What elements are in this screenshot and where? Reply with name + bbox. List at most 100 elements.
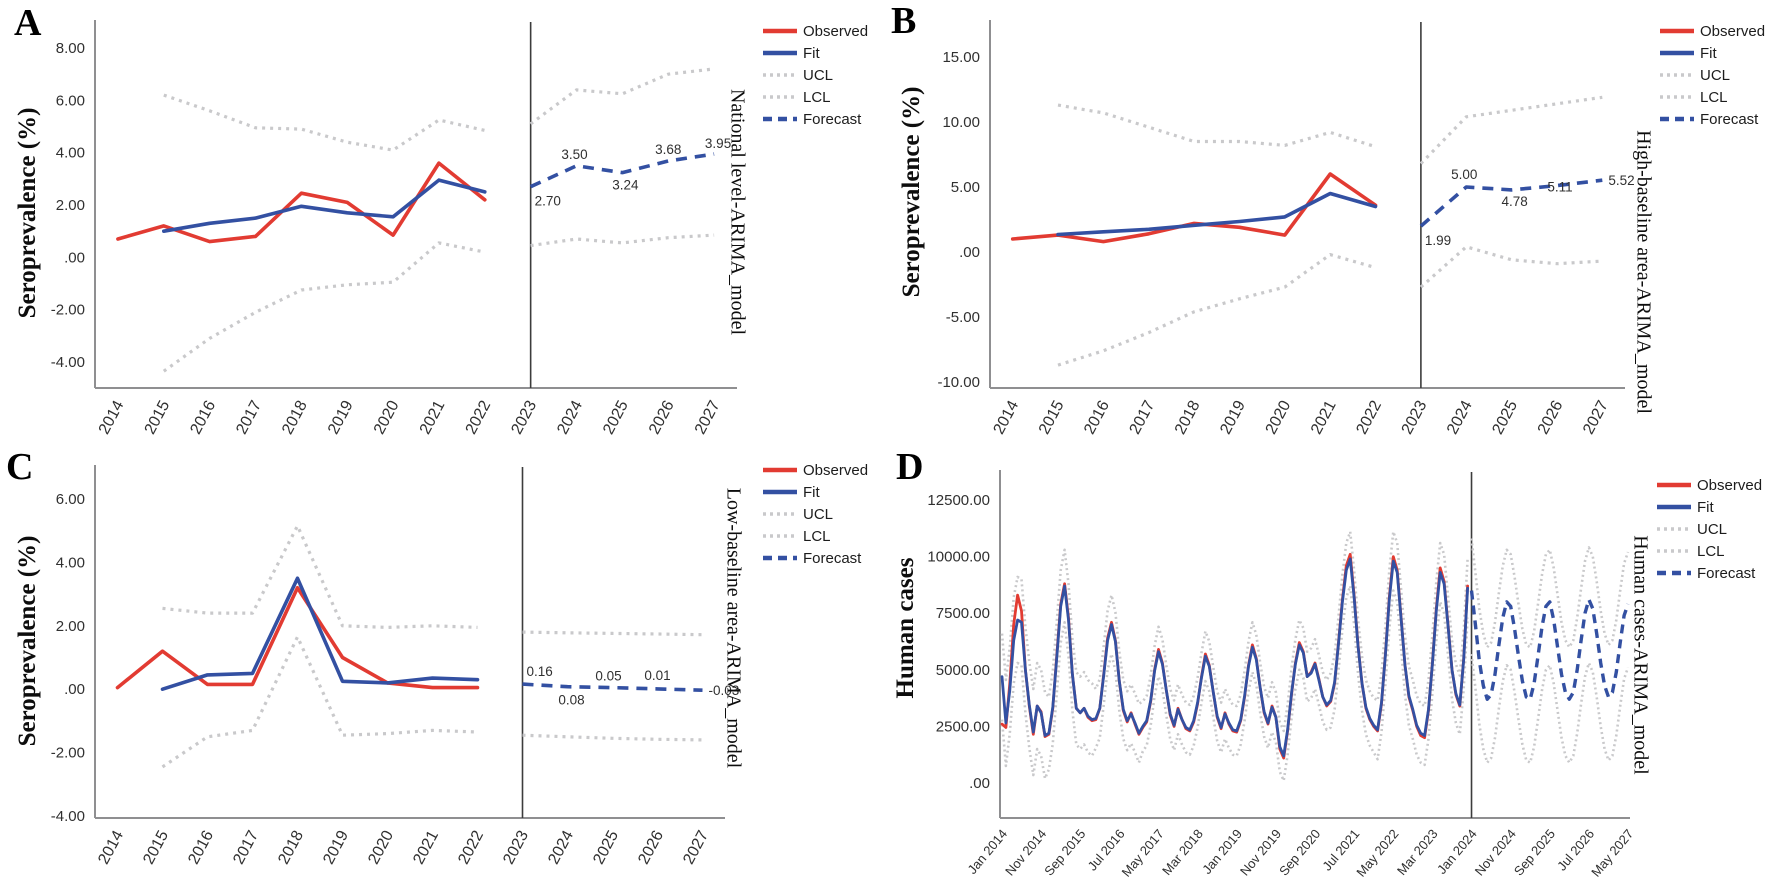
fit-line bbox=[162, 178, 487, 233]
legend-observed-line-swatch bbox=[1657, 482, 1691, 488]
forecast-line bbox=[522, 682, 703, 692]
legend-item-fit: Fit bbox=[762, 42, 868, 64]
lcl-forecast-line bbox=[1470, 653, 1630, 764]
legend-item-fit: Fit bbox=[1656, 496, 1762, 518]
legend-item-forecast: Forecast bbox=[1659, 108, 1765, 130]
x-tick-label: 2022 bbox=[463, 398, 495, 437]
forecast-value-label: 4.78 bbox=[1501, 194, 1527, 209]
forecast-value-label: 2.70 bbox=[535, 194, 561, 209]
y-tick-label: -4.00 bbox=[51, 808, 85, 825]
forecast-line bbox=[529, 152, 715, 189]
legend-lcl-line-swatch bbox=[763, 534, 797, 538]
legend-item-ucl: UCL bbox=[762, 503, 868, 525]
legend-item-ucl: UCL bbox=[1656, 518, 1762, 540]
x-tick-label: 2017 bbox=[1127, 398, 1159, 437]
legend-item-ucl: UCL bbox=[762, 64, 868, 86]
x-tick-label: 2014 bbox=[990, 398, 1022, 437]
x-tick-label: 2025 bbox=[600, 398, 632, 437]
legend-item-fit: Fit bbox=[762, 481, 868, 503]
panel-c-y-axis-title: Seroprevalence (%) bbox=[14, 535, 41, 747]
y-tick-label: .00 bbox=[959, 244, 980, 261]
legend-label: Fit bbox=[803, 44, 820, 62]
x-tick-label: 2015 bbox=[142, 398, 174, 437]
legend-label: UCL bbox=[1697, 520, 1728, 538]
y-tick-label: 10000.00 bbox=[927, 549, 990, 566]
panel-d-letter: D bbox=[896, 446, 924, 488]
x-tick-label: 2014 bbox=[96, 398, 128, 437]
legend-fit-line-swatch bbox=[763, 50, 797, 56]
panel-d-legend: Observed Fit UCL LCL Forecast bbox=[1656, 474, 1762, 584]
legend-label: Fit bbox=[1700, 44, 1717, 62]
y-tick-label: 15.00 bbox=[942, 49, 980, 66]
y-tick-label: -2.00 bbox=[51, 302, 85, 319]
legend-ucl-line-swatch bbox=[763, 73, 797, 77]
x-tick-label: 2014 bbox=[95, 828, 127, 867]
legend-item-lcl: LCL bbox=[1656, 540, 1762, 562]
legend-item-observed: Observed bbox=[762, 20, 868, 42]
y-tick-label: 6.00 bbox=[56, 92, 85, 109]
x-tick-label: 2020 bbox=[365, 828, 397, 867]
y-tick-label: 2.00 bbox=[56, 197, 85, 214]
y-tick-label: .00 bbox=[64, 681, 85, 698]
y-tick-label: -10.00 bbox=[937, 374, 980, 391]
x-tick-label: 2027 bbox=[692, 398, 724, 437]
legend-label: Forecast bbox=[803, 549, 862, 567]
panel-a-plot: 8.00 6.00 4.00 2.00 .00 -2.00 -4.00 2014 2015 201… bbox=[51, 20, 737, 437]
legend-label: Forecast bbox=[1700, 110, 1759, 128]
y-tick-label: -4.00 bbox=[51, 354, 85, 371]
x-tick-label: 2023 bbox=[1399, 398, 1431, 437]
legend-label: LCL bbox=[1697, 542, 1725, 560]
ucl-forecast-line bbox=[529, 67, 715, 126]
panel-a-letter: A bbox=[14, 2, 42, 44]
x-tick-label: 2025 bbox=[1489, 398, 1521, 437]
legend-item-fit: Fit bbox=[1659, 42, 1765, 64]
panel-c-plot: 6.00 4.00 2.00 .00 -2.00 -4.00 2014 2015 2016 201… bbox=[51, 465, 739, 867]
fit-line bbox=[1000, 557, 1469, 758]
legend-ucl-line-swatch bbox=[1660, 73, 1694, 77]
panel-c-legend: Observed Fit UCL LCL Forecast bbox=[762, 459, 868, 569]
legend-label: Forecast bbox=[1697, 564, 1756, 582]
legend-label: UCL bbox=[803, 66, 834, 84]
ucl-forecast-line bbox=[1470, 538, 1630, 649]
legend-item-observed: Observed bbox=[1659, 20, 1765, 42]
legend-label: Observed bbox=[803, 22, 869, 40]
legend-item-ucl: UCL bbox=[1659, 64, 1765, 86]
y-tick-label: -2.00 bbox=[51, 745, 85, 762]
forecast-value-label: -0.03 bbox=[709, 683, 740, 698]
panel-d-y-axis-title: Human cases bbox=[892, 557, 919, 699]
legend-fit-line-swatch bbox=[1660, 50, 1694, 56]
forecast-line bbox=[1419, 178, 1603, 228]
legend-lcl-line-swatch bbox=[1657, 549, 1691, 553]
y-tick-label: 2500.00 bbox=[936, 718, 990, 735]
legend-observed-line-swatch bbox=[763, 28, 797, 34]
x-tick-label: 2026 bbox=[646, 398, 678, 437]
x-tick-label: 2024 bbox=[554, 398, 586, 437]
legend-label: Forecast bbox=[803, 110, 862, 128]
fit-line bbox=[1056, 191, 1378, 237]
forecast-value-label: 5.00 bbox=[1451, 167, 1477, 182]
panel-c-letter: C bbox=[6, 446, 34, 488]
x-tick-label: 2024 bbox=[545, 828, 577, 867]
panel-a-model-side-label: National level-ARIMA_model bbox=[726, 88, 749, 336]
x-tick-label: Sep 2020 bbox=[1276, 826, 1323, 878]
legend-fit-line-swatch bbox=[763, 489, 797, 495]
legend-item-forecast: Forecast bbox=[1656, 562, 1762, 584]
legend-label: Fit bbox=[1697, 498, 1714, 516]
y-tick-label: 12500.00 bbox=[927, 492, 990, 509]
observed-line bbox=[1010, 172, 1378, 244]
x-tick-label: 2015 bbox=[140, 828, 172, 867]
forecast-value-label: 3.50 bbox=[561, 147, 587, 162]
legend-item-lcl: LCL bbox=[762, 525, 868, 547]
panel-d-plot: 12500.00 10000.00 7500.00 5000.00 2500.00 .00… bbox=[927, 470, 1636, 880]
forecast-value-label: 0.01 bbox=[644, 668, 670, 683]
legend-observed-line-swatch bbox=[1660, 28, 1694, 34]
x-tick-label: 2027 bbox=[680, 828, 712, 867]
x-tick-label: 2024 bbox=[1444, 398, 1476, 437]
legend-ucl-line-swatch bbox=[1657, 527, 1691, 531]
legend-forecast-line-swatch bbox=[1657, 570, 1691, 576]
x-tick-label: 2021 bbox=[417, 398, 449, 437]
y-tick-label: 4.00 bbox=[56, 145, 85, 162]
ucl-forecast-line bbox=[522, 630, 703, 637]
y-tick-label: 5.00 bbox=[951, 179, 980, 196]
